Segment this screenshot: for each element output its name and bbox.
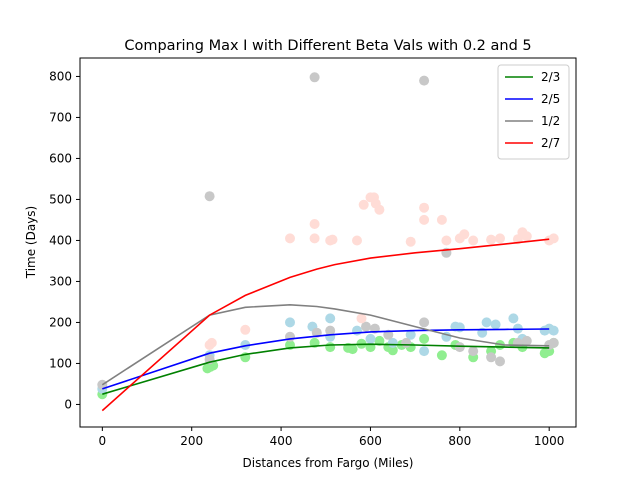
scatter-point (347, 344, 358, 355)
scatter-point (419, 202, 430, 213)
scatter-point (374, 204, 385, 215)
x-tick-label: 0 (99, 434, 107, 448)
series-line-2 (102, 328, 550, 390)
scatter-point (548, 325, 559, 336)
scatter-point (441, 235, 452, 246)
scatter-point (495, 356, 505, 367)
y-tick-label: 100 (49, 356, 72, 370)
scatter-point (436, 350, 447, 361)
scatter-point (309, 72, 320, 83)
scatter-point (548, 233, 559, 244)
scatter-point (419, 75, 430, 86)
scatter-point (436, 214, 447, 225)
y-tick-label: 400 (49, 233, 72, 247)
scatter-point (383, 329, 394, 340)
scatter-point (521, 335, 532, 346)
scatter-point (240, 324, 251, 335)
y-tick-label: 200 (49, 315, 72, 329)
x-tick-label: 800 (448, 434, 471, 448)
scatter-point (512, 337, 523, 348)
chart-title: Comparing Max I with Different Beta Vals… (124, 38, 531, 54)
scatter-point (459, 229, 470, 240)
scatter-point (548, 337, 559, 348)
scatter-point (365, 333, 376, 344)
scatter-point (204, 191, 215, 202)
scatter-point (361, 321, 371, 332)
legend-label: 2/3 (541, 70, 560, 84)
y-tick-label: 300 (49, 274, 72, 288)
legend-label: 2/7 (541, 136, 560, 150)
scatter-point (352, 235, 362, 246)
plot-area (97, 72, 559, 412)
scatter-point (508, 313, 519, 324)
scatter-point (325, 313, 336, 324)
series-line-4 (101, 238, 550, 412)
scatter-point (325, 342, 336, 353)
scatter-point (358, 199, 369, 210)
legend: 2/3 2/5 1/2 2/7 (497, 64, 570, 160)
scatter-point (325, 325, 336, 336)
scatter-point (419, 214, 430, 225)
scatter-point (405, 236, 416, 247)
x-tick-label: 600 (359, 434, 382, 448)
scatter-point (352, 325, 362, 336)
y-tick-label: 600 (49, 151, 72, 165)
scatter-point (356, 313, 367, 324)
scatter-point (454, 322, 465, 333)
y-tick-label: 0 (64, 397, 72, 411)
scatter-point (486, 234, 497, 245)
legend-box (497, 64, 570, 160)
x-tick-label: 400 (270, 434, 293, 448)
scatter-point (401, 337, 412, 348)
plot-frame (79, 57, 577, 428)
x-tick-label: 1000 (534, 434, 565, 448)
scatter-point (285, 233, 295, 244)
series-line-3 (101, 303, 550, 386)
x-tick-label: 200 (180, 434, 203, 448)
y-axis-label: Time (Days) (24, 206, 38, 280)
y-axis: 0 100 200 300 400 500 600 700 800 (49, 69, 80, 411)
scatter-point (374, 335, 385, 346)
x-axis: 0 200 400 600 800 1000 (99, 427, 565, 448)
scatter-point (327, 234, 338, 245)
scatter-point (309, 219, 320, 229)
scatter-point (468, 235, 479, 246)
scatter-point (481, 317, 492, 328)
scatter-point (206, 337, 217, 348)
y-tick-label: 800 (49, 69, 72, 83)
legend-label: 1/2 (541, 114, 560, 128)
scatter-point (419, 346, 430, 357)
scatter-point (285, 331, 295, 342)
scatter-point (486, 352, 497, 363)
scatter-point (468, 346, 479, 357)
scatter-point (405, 329, 416, 340)
series-line-1 (102, 343, 550, 395)
x-axis-label: Distances from Fargo (Miles) (243, 456, 414, 470)
y-tick-label: 500 (49, 192, 72, 206)
legend-label: 2/5 (541, 92, 560, 106)
scatter-point (495, 233, 505, 244)
scatter-point (454, 342, 465, 353)
scatter-point (419, 317, 430, 328)
y-tick-label: 700 (49, 110, 72, 124)
scatter-point (285, 317, 295, 328)
scatter-point (490, 319, 501, 330)
scatter-point (387, 345, 398, 356)
scatter-point (309, 233, 320, 244)
scatter-point (419, 333, 430, 344)
scatter-point (521, 231, 532, 242)
